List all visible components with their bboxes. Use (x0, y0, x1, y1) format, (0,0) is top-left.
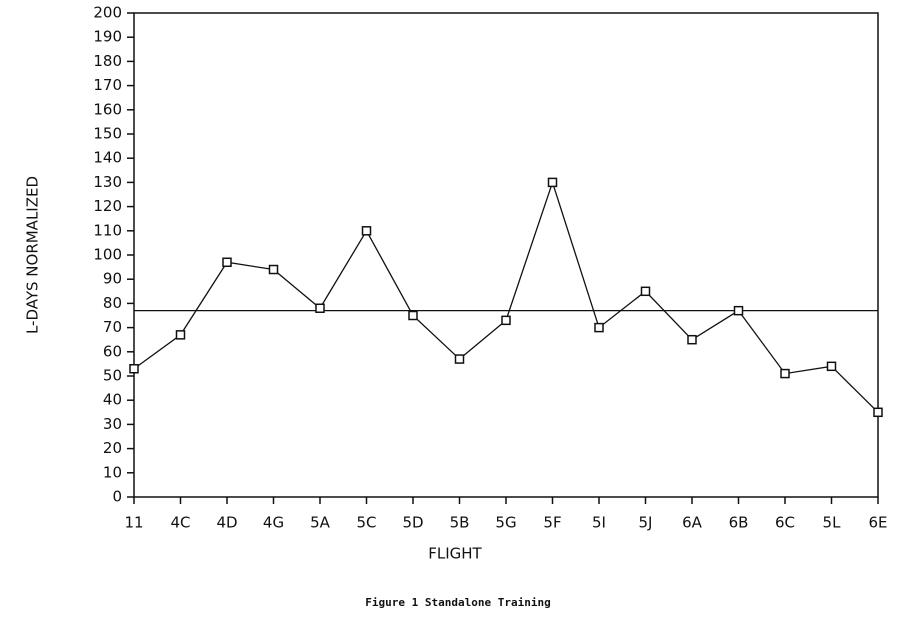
data-point (547, 177, 558, 188)
data-point (687, 334, 697, 345)
x-tick-label: 6E (868, 514, 887, 532)
y-tick-label: 60 (103, 342, 122, 360)
chart-title: Figure 1 Standalone Training (365, 596, 550, 609)
x-tick-label: 11 (124, 514, 143, 532)
data-point (780, 368, 790, 379)
data-point (873, 407, 883, 418)
data-point (501, 315, 511, 326)
y-tick-label: 40 (103, 391, 122, 409)
y-tick-label: 0 (112, 488, 122, 506)
x-tick-label: 4G (263, 514, 284, 532)
x-tick-label: 6A (682, 514, 703, 532)
data-point (315, 303, 325, 313)
y-tick-label: 20 (103, 439, 122, 457)
data-point (361, 226, 372, 236)
x-axis-label: FLIGHT (428, 545, 482, 563)
data-line (133, 180, 879, 413)
y-tick-label: 200 (93, 4, 122, 22)
y-tick-label: 150 (93, 125, 122, 143)
x-tick-label: 4C (170, 514, 190, 532)
y-tick-label: 100 (93, 246, 122, 264)
x-tick-label: 5L (823, 514, 842, 532)
y-tick-label: 190 (93, 28, 122, 46)
data-point (594, 322, 604, 333)
y-tick-label: 160 (93, 100, 122, 118)
x-tick-label: 5D (402, 514, 423, 532)
y-tick-label: 120 (93, 197, 122, 215)
data-point (222, 257, 232, 268)
y-tick-label: 110 (93, 221, 122, 239)
data-point (268, 264, 279, 275)
x-tick-label: 5G (495, 514, 516, 532)
y-tick-label: 170 (93, 76, 122, 94)
data-point (826, 361, 837, 372)
y-tick-label: 80 (103, 294, 122, 312)
x-tick-label: 5A (310, 514, 331, 532)
y-tick-label: 180 (93, 52, 122, 70)
y-tick-label: 140 (93, 149, 122, 167)
data-point (175, 330, 186, 340)
y-tick-label: 30 (103, 415, 122, 433)
y-tick-label: 90 (103, 270, 122, 288)
y-tick-label: 130 (93, 173, 122, 191)
y-tick-label: 70 (103, 318, 122, 336)
data-point (129, 363, 139, 374)
x-tick-label: 5F (543, 514, 561, 532)
y-tick-label: 50 (103, 367, 122, 385)
x-tick-label: 5J (639, 514, 653, 532)
x-tick-label: 5C (356, 514, 376, 532)
x-tick-label: 5B (450, 514, 470, 532)
x-tick-label: 6C (775, 514, 795, 532)
x-tick-label: 5I (592, 514, 606, 532)
x-tick-label: 6B (729, 514, 749, 532)
data-point (408, 310, 418, 321)
y-axis-label: L-DAYS NORMALIZED (24, 176, 42, 334)
data-point (454, 354, 465, 364)
data-point (640, 286, 651, 297)
y-tick-label: 10 (103, 463, 122, 481)
x-tick-label: 4D (216, 514, 237, 532)
plot-frame (133, 12, 879, 498)
data-point (733, 305, 744, 316)
